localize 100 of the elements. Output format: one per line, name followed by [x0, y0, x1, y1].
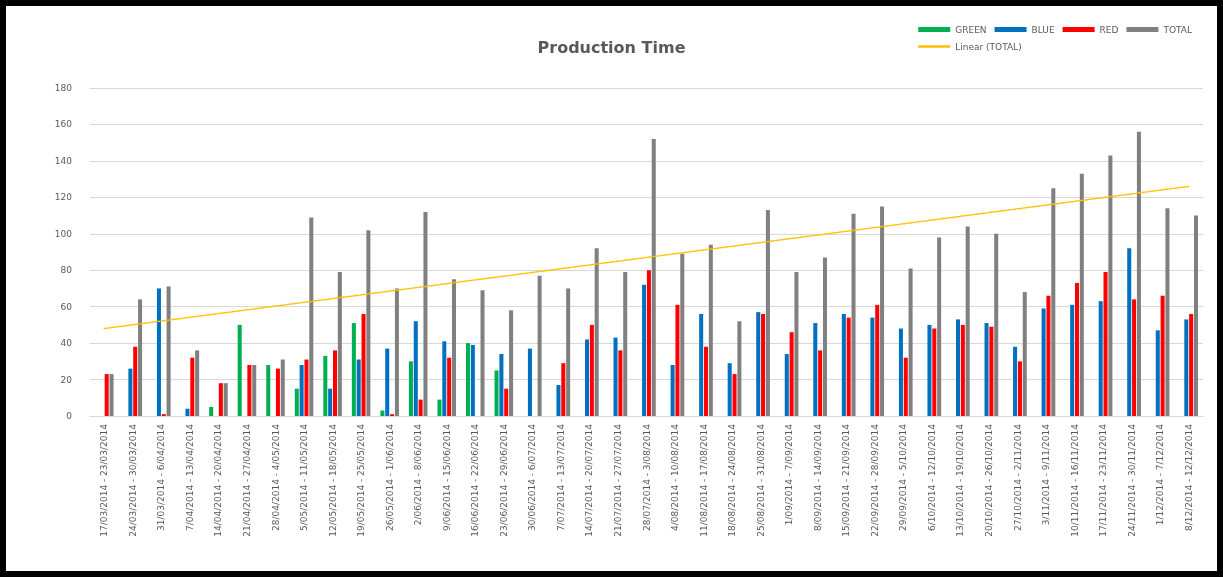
bar — [1193, 215, 1199, 416]
bar — [789, 332, 794, 416]
bar — [1022, 292, 1027, 416]
x-tick-label: 1/09/2014 - 7/09/2014 — [784, 423, 795, 526]
bar — [1070, 304, 1075, 416]
x-tick-label: 28/04/2014 - 4/05/2014 — [270, 423, 281, 531]
bar — [361, 313, 366, 416]
bar — [561, 363, 566, 416]
bar — [670, 364, 675, 416]
bar — [109, 374, 114, 416]
bar — [195, 350, 200, 416]
bar — [584, 339, 590, 416]
x-tick-label: 9/06/2014 - 15/06/2014 — [441, 423, 452, 531]
x-tick-label: 25/08/2014 - 31/08/2014 — [755, 423, 766, 537]
bar — [509, 310, 514, 416]
bar — [727, 363, 732, 416]
y-tick-label: 120 — [54, 192, 73, 203]
bar — [937, 237, 942, 416]
bar — [699, 313, 704, 416]
x-tick-label: 13/10/2014 - 19/10/2014 — [955, 423, 966, 537]
bar — [413, 321, 418, 416]
bar — [965, 226, 970, 416]
bar — [166, 286, 171, 416]
y-tick-label: 140 — [54, 155, 73, 166]
legend-label: GREEN — [955, 24, 987, 35]
bar — [1074, 282, 1080, 416]
bar — [818, 350, 823, 416]
x-tick-label: 22/09/2014 - 28/09/2014 — [869, 423, 880, 537]
bar — [646, 270, 651, 416]
bar — [618, 350, 623, 416]
bar — [437, 399, 442, 416]
bar — [480, 290, 485, 416]
bar — [323, 355, 328, 416]
x-tick-label: 1/12/2014 - 7/12/2014 — [1155, 423, 1166, 526]
bar — [1051, 188, 1056, 416]
x-tick-label: 10/11/2014 - 16/11/2014 — [1069, 423, 1080, 537]
bar — [994, 233, 999, 416]
bar — [332, 350, 338, 416]
bar — [813, 323, 818, 416]
bar — [594, 248, 599, 416]
y-tick-label: 60 — [60, 301, 73, 312]
bar — [185, 408, 190, 416]
bar — [351, 323, 356, 416]
bar — [337, 272, 342, 416]
bar — [1017, 361, 1022, 416]
bar — [932, 328, 937, 416]
legend-label: Linear (TOTAL) — [955, 41, 1022, 52]
bar — [708, 244, 713, 416]
bar — [1013, 346, 1018, 416]
legend-label: RED — [1099, 24, 1119, 35]
bar — [394, 288, 399, 416]
bar — [870, 317, 875, 416]
x-tick-label: 19/05/2014 - 25/05/2014 — [356, 423, 367, 537]
bar — [304, 359, 309, 416]
bar — [328, 388, 333, 416]
bar — [366, 230, 371, 416]
bar — [133, 346, 138, 416]
bar — [309, 217, 314, 416]
x-tick-label: 16/06/2014 - 22/06/2014 — [470, 423, 481, 537]
bar — [794, 272, 799, 416]
bar — [556, 385, 561, 416]
bar — [1103, 272, 1108, 416]
bar — [104, 374, 109, 416]
x-tick-label: 31/03/2014 - 6/04/2014 — [156, 423, 167, 531]
bar — [642, 284, 647, 416]
bar — [356, 359, 361, 416]
bar — [784, 354, 789, 416]
bar — [380, 410, 385, 416]
x-tick-label: 11/08/2014 - 17/08/2014 — [698, 423, 709, 537]
x-tick-label: 7/07/2014 - 13/07/2014 — [555, 423, 566, 531]
bar — [1127, 248, 1132, 416]
x-tick-label: 14/07/2014 - 20/07/2014 — [584, 423, 595, 537]
legend-label: TOTAL — [1162, 24, 1193, 35]
x-tick-label: 5/05/2014 - 11/05/2014 — [299, 423, 310, 531]
bar — [299, 364, 304, 416]
bar — [765, 210, 770, 416]
bar — [385, 348, 390, 416]
x-tick-label: 27/10/2014 - 2/11/2014 — [1012, 423, 1023, 531]
y-tick-label: 160 — [54, 119, 73, 130]
bar — [218, 383, 223, 416]
x-tick-label: 14/04/2014 - 20/04/2014 — [213, 423, 224, 537]
bar — [527, 348, 532, 416]
y-tick-label: 100 — [54, 228, 73, 239]
bar — [223, 383, 228, 416]
bar — [675, 304, 680, 416]
x-tick-label: 15/09/2014 - 21/09/2014 — [841, 423, 852, 537]
bar — [442, 341, 447, 416]
x-tick-label: 8/12/2014 - 12/12/2014 — [1183, 423, 1194, 531]
bar — [1184, 319, 1189, 416]
x-tick-label: 2/06/2014 - 8/06/2014 — [413, 423, 424, 526]
bar — [275, 368, 280, 416]
x-tick-label: 30/06/2014 - 6/07/2014 — [527, 423, 538, 531]
bar — [566, 288, 571, 416]
bar — [851, 213, 856, 416]
x-tick-label: 23/06/2014 - 29/06/2014 — [498, 423, 509, 537]
bar — [732, 374, 737, 416]
bar — [465, 343, 471, 416]
bar — [1079, 173, 1084, 416]
bar — [408, 361, 413, 416]
bar — [1108, 155, 1113, 416]
